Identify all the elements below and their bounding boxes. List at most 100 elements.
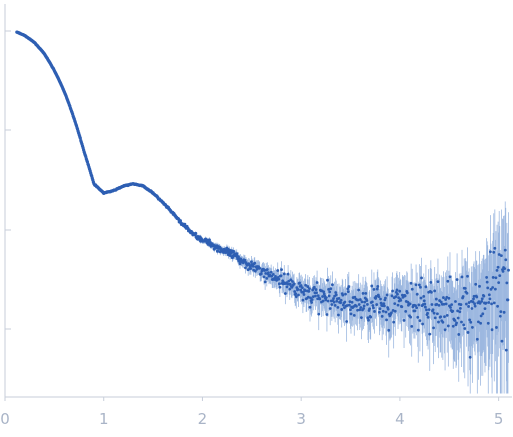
data-point — [332, 300, 336, 304]
data-point — [486, 286, 490, 290]
data-point — [294, 295, 298, 298]
data-point — [504, 258, 508, 262]
data-point — [385, 318, 388, 322]
data-point — [445, 313, 449, 317]
data-point — [310, 301, 314, 304]
data-point — [265, 268, 269, 271]
data-point — [426, 315, 430, 319]
data-point — [390, 311, 393, 315]
data-point — [427, 308, 431, 312]
data-point — [473, 304, 477, 308]
data-point — [422, 294, 426, 298]
data-point — [303, 289, 307, 292]
data-point — [277, 282, 281, 286]
data-point — [396, 303, 400, 307]
data-point — [289, 278, 293, 282]
data-point — [386, 307, 390, 311]
data-point — [251, 264, 255, 268]
data-point — [390, 294, 394, 298]
data-point — [442, 296, 445, 299]
data-point — [409, 315, 413, 319]
data-point — [370, 300, 374, 304]
data-point — [405, 291, 409, 295]
data-point — [321, 295, 324, 298]
data-point — [475, 295, 479, 299]
data-point — [463, 327, 467, 330]
data-point — [444, 302, 448, 306]
data-point — [341, 293, 345, 297]
data-point — [263, 280, 267, 284]
data-point — [344, 292, 347, 296]
data-point — [432, 311, 436, 315]
data-point — [249, 267, 253, 270]
data-point — [328, 307, 332, 310]
data-point — [482, 294, 486, 298]
data-point — [283, 292, 287, 295]
data-point — [503, 248, 507, 252]
data-point — [381, 309, 385, 313]
data-point — [416, 328, 420, 332]
data-point — [414, 304, 417, 308]
data-point — [426, 311, 429, 315]
data-point — [408, 302, 412, 306]
data-point — [373, 310, 376, 313]
data-point — [315, 291, 318, 295]
data-point — [504, 348, 508, 352]
axes — [4, 4, 512, 398]
data-point — [496, 265, 500, 269]
data-points — [15, 30, 510, 359]
data-point — [288, 282, 292, 286]
data-point — [262, 275, 266, 279]
data-point — [435, 302, 439, 306]
data-point — [318, 297, 322, 301]
data-point — [376, 285, 380, 288]
data-point — [371, 304, 375, 307]
data-point — [470, 307, 474, 310]
x-tick-label: 1 — [99, 410, 109, 428]
data-point — [471, 300, 475, 304]
data-point — [489, 250, 492, 254]
data-point — [432, 326, 435, 330]
data-point — [349, 308, 352, 312]
data-point — [358, 308, 362, 312]
data-point — [304, 283, 308, 287]
data-point — [491, 276, 495, 279]
data-point — [301, 298, 305, 302]
data-point — [250, 260, 253, 264]
data-point — [453, 319, 457, 322]
data-point — [443, 328, 447, 332]
data-point — [493, 246, 497, 250]
data-point — [461, 295, 465, 298]
data-point — [377, 295, 381, 299]
data-point — [439, 300, 443, 304]
data-point — [466, 331, 470, 334]
data-point — [340, 308, 344, 311]
data-point — [277, 277, 281, 281]
data-point — [500, 339, 504, 343]
data-point — [484, 301, 488, 305]
data-point — [467, 301, 471, 304]
data-point — [363, 300, 367, 304]
data-point — [360, 300, 364, 304]
data-point — [458, 310, 462, 314]
data-point — [474, 282, 478, 286]
data-point — [490, 328, 494, 332]
data-point — [321, 299, 325, 303]
data-point — [337, 297, 341, 300]
data-point — [343, 300, 347, 304]
data-point — [455, 321, 458, 325]
data-point — [297, 293, 300, 297]
data-point — [423, 302, 427, 306]
data-point — [315, 281, 319, 284]
data-point — [428, 332, 432, 336]
data-point — [478, 284, 481, 288]
data-point — [312, 285, 316, 289]
data-point — [350, 300, 354, 304]
data-point — [346, 287, 350, 291]
data-point — [288, 287, 292, 291]
data-point — [326, 299, 330, 303]
data-point — [479, 321, 483, 325]
data-point — [380, 314, 384, 318]
data-point — [194, 231, 198, 236]
data-point — [339, 298, 343, 302]
